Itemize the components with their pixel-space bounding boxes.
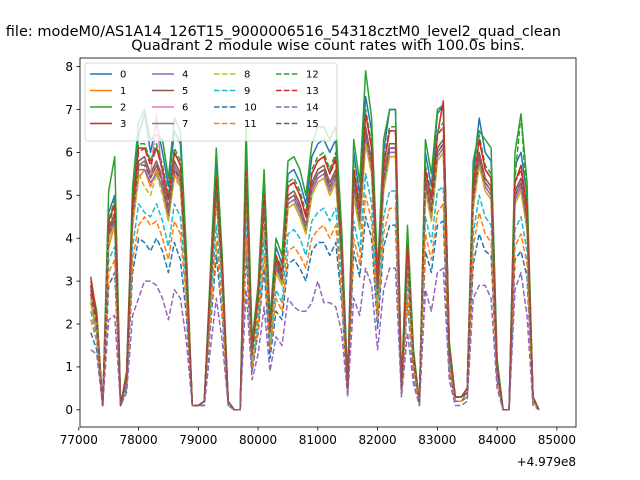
legend-label-13: 13 [306, 86, 319, 97]
legend-label-1: 1 [120, 86, 126, 97]
x-tick-label: 84000 [478, 433, 516, 447]
y-tick-label: 1 [65, 360, 73, 374]
plot-frame [79, 57, 577, 428]
x-tick-label: 80000 [239, 433, 277, 447]
series-line-10 [90, 216, 540, 411]
x-tick-label: 82000 [359, 433, 397, 447]
y-tick-label: 3 [65, 274, 73, 288]
y-tick-label: 8 [65, 60, 73, 74]
y-tick-label: 0 [65, 403, 73, 417]
x-offset-label: +4.979e8 [517, 455, 576, 469]
x-tick-label: 79000 [179, 433, 217, 447]
series-line-11 [90, 194, 540, 411]
x-tick-label: 78000 [119, 433, 157, 447]
series-line-13 [90, 113, 540, 411]
figure-suptitle: n file: modeM0/AS1A14_126T15_9000006516_… [0, 24, 561, 40]
axes: 77000 78000 79000 80000 81000 82000 83000 84000… [60, 57, 577, 447]
legend-label-6: 6 [182, 103, 188, 114]
y-tick-label: 2 [65, 317, 73, 331]
legend-label-11: 11 [244, 119, 257, 130]
legend-label-2: 2 [120, 103, 126, 114]
x-tick-label: 85000 [538, 433, 576, 447]
legend-label-9: 9 [244, 86, 250, 97]
legend-label-14: 14 [306, 103, 319, 114]
x-tick-label: 77000 [60, 433, 98, 447]
chart-title: Quadrant 2 module wise count rates with … [131, 38, 525, 54]
y-tick-label: 4 [65, 232, 73, 246]
legend-label-4: 4 [182, 70, 188, 81]
series-line-9 [90, 173, 540, 411]
legend-label-10: 10 [244, 103, 257, 114]
legend-label-3: 3 [120, 119, 126, 130]
legend-label-7: 7 [182, 119, 188, 130]
x-tick-label: 81000 [299, 433, 337, 447]
x-tick-label: 83000 [418, 433, 456, 447]
y-tick-label: 7 [65, 103, 73, 117]
legend-label-5: 5 [182, 86, 188, 97]
legend-box [84, 62, 338, 142]
series-line-14 [90, 267, 540, 411]
legend-label-8: 8 [244, 70, 250, 81]
series-line-15 [90, 130, 540, 411]
plot-lines [90, 70, 540, 411]
y-tick-label: 5 [65, 189, 73, 203]
legend-label-0: 0 [120, 70, 126, 81]
legend-label-15: 15 [306, 119, 319, 130]
legend-label-12: 12 [306, 70, 319, 81]
y-tick-label: 6 [65, 146, 73, 160]
